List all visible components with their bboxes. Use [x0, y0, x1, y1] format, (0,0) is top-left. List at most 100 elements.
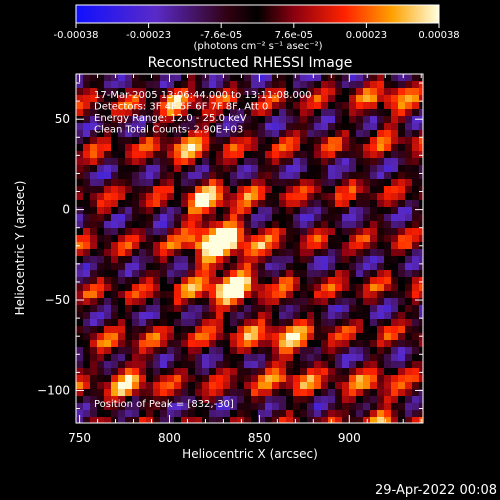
heatmap-cell [76, 256, 83, 263]
heatmap-cell [412, 417, 419, 423]
heatmap-cell [342, 319, 349, 326]
heatmap-cell [356, 123, 363, 130]
heatmap-cell [391, 235, 398, 242]
heatmap-cell [90, 130, 97, 137]
heatmap-cell [328, 375, 335, 382]
heatmap-cell [398, 298, 405, 305]
heatmap-cell [356, 193, 363, 200]
heatmap-cell [104, 88, 111, 95]
heatmap-cell [300, 74, 307, 81]
heatmap-cell [349, 193, 356, 200]
heatmap-cell [188, 312, 195, 319]
heatmap-cell [405, 368, 412, 375]
heatmap-cell [76, 354, 83, 361]
heatmap-cell [139, 319, 146, 326]
heatmap-cell [223, 144, 230, 151]
heatmap-cell [223, 88, 230, 95]
heatmap-cell [300, 221, 307, 228]
heatmap-cell [188, 158, 195, 165]
heatmap-cell [174, 130, 181, 137]
colorbar-tick-label: -0.00038 [54, 30, 99, 41]
heatmap-cell [384, 116, 391, 123]
heatmap-cell [258, 417, 265, 423]
heatmap-cell [223, 249, 230, 256]
heatmap-cell [139, 123, 146, 130]
heatmap-cell [251, 333, 258, 340]
heatmap-cell [286, 333, 293, 340]
heatmap-cell [153, 221, 160, 228]
heatmap-cell [118, 179, 125, 186]
heatmap-cell [97, 298, 104, 305]
heatmap-cell [90, 305, 97, 312]
heatmap-cell [230, 375, 237, 382]
heatmap-cell [286, 242, 293, 249]
heatmap-cell [370, 319, 377, 326]
heatmap-cell [209, 291, 216, 298]
heatmap-cell [251, 270, 258, 277]
heatmap-cell [342, 137, 349, 144]
heatmap-cell [132, 179, 139, 186]
heatmap-cell [370, 382, 377, 389]
heatmap-cell [363, 186, 370, 193]
heatmap-cell [293, 270, 300, 277]
heatmap-cell [272, 123, 279, 130]
heatmap-cell [286, 368, 293, 375]
heatmap-cell [118, 347, 125, 354]
heatmap-cell [405, 144, 412, 151]
heatmap-cell [342, 263, 349, 270]
heatmap-cell [174, 270, 181, 277]
heatmap-cell [293, 361, 300, 368]
heatmap-cell [153, 165, 160, 172]
heatmap-cell [125, 256, 132, 263]
heatmap-cell [321, 200, 328, 207]
heatmap-cell [216, 396, 223, 403]
heatmap-cell [174, 256, 181, 263]
heatmap-cell [97, 228, 104, 235]
heatmap-cell [384, 326, 391, 333]
heatmap-cell [160, 375, 167, 382]
heatmap-cell [377, 298, 384, 305]
heatmap-cell [125, 172, 132, 179]
heatmap-cell [342, 242, 349, 249]
heatmap-cell [293, 347, 300, 354]
heatmap-cell [139, 214, 146, 221]
heatmap-cell [153, 263, 160, 270]
heatmap-cell [139, 144, 146, 151]
heatmap-cell [111, 354, 118, 361]
heatmap-cell [181, 305, 188, 312]
heatmap-cell [188, 270, 195, 277]
heatmap-cell [349, 319, 356, 326]
heatmap-cell [118, 186, 125, 193]
heatmap-cell [209, 284, 216, 291]
heatmap-cell [237, 123, 244, 130]
heatmap-cell [111, 263, 118, 270]
heatmap-cell [419, 123, 423, 130]
heatmap-cell [209, 179, 216, 186]
heatmap-cell [153, 305, 160, 312]
heatmap-cell [391, 305, 398, 312]
heatmap-cell [363, 319, 370, 326]
heatmap-cell [335, 326, 342, 333]
heatmap-cell [146, 249, 153, 256]
heatmap-cell [279, 81, 286, 88]
heatmap-cell [209, 410, 216, 417]
heatmap-cell [216, 270, 223, 277]
heatmap-cell [195, 151, 202, 158]
heatmap-cell [160, 368, 167, 375]
heatmap-cell [97, 158, 104, 165]
heatmap-cell [328, 305, 335, 312]
heatmap-cell [384, 277, 391, 284]
heatmap-cell [412, 354, 419, 361]
heatmap-cell [398, 312, 405, 319]
heatmap-cell [405, 256, 412, 263]
heatmap-cell [195, 375, 202, 382]
heatmap-cell [391, 158, 398, 165]
heatmap-cell [90, 242, 97, 249]
heatmap-cell [202, 368, 209, 375]
heatmap-cell [272, 81, 279, 88]
heatmap-cell [188, 277, 195, 284]
heatmap-cell [244, 200, 251, 207]
heatmap-cell [104, 200, 111, 207]
heatmap-cell [160, 130, 167, 137]
heatmap-cell [412, 375, 419, 382]
